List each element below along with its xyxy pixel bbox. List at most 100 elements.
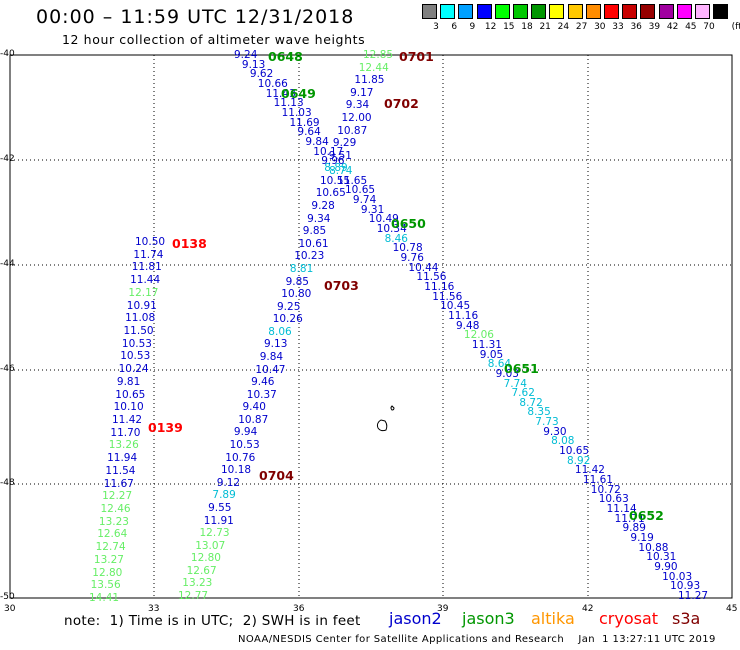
wave-height-value: 10.87 xyxy=(337,124,368,137)
wave-height-value: 9.13 xyxy=(241,58,266,71)
wave-height-value: 13.23 xyxy=(98,515,129,528)
satellite-legend-jason3: jason3 xyxy=(462,609,515,628)
scale-label: 12 xyxy=(484,22,497,32)
wave-height-value: 12.85 xyxy=(363,49,394,61)
wave-height-value: 10.10 xyxy=(113,401,144,414)
wave-height-value: 11.42 xyxy=(574,464,605,477)
wave-height-value: 10.53 xyxy=(120,350,151,363)
wave-height-value: 11.50 xyxy=(123,325,154,337)
wave-height-value: 12.27 xyxy=(102,490,133,503)
wave-height-value: 8.81 xyxy=(289,262,314,275)
scale-swatch xyxy=(440,4,456,19)
wave-height-value: 12.44 xyxy=(358,61,389,74)
wave-height-value: 10.45 xyxy=(440,300,471,313)
wave-height-value: 9.19 xyxy=(630,532,654,544)
wave-height-value: 9.89 xyxy=(622,522,646,535)
wave-height-value: 10.72 xyxy=(590,483,621,496)
orbit-label: 0648 xyxy=(268,49,303,64)
scale-label: 24 xyxy=(557,22,570,32)
lat-lon-grid xyxy=(10,55,732,598)
scale-label: 45 xyxy=(685,22,697,32)
lon-tick-label: 39 xyxy=(437,604,449,614)
lat-tick-label: -48 xyxy=(0,478,15,488)
wave-height-value: 11.56 xyxy=(432,290,463,303)
wave-height-value: 12.46 xyxy=(100,503,131,515)
wave-height-value: 11.54 xyxy=(105,464,136,477)
wave-height-value: 12.00 xyxy=(341,111,372,124)
chart-subtitle: 12 hour collection of altimeter wave hei… xyxy=(62,32,366,47)
wave-height-value: 11.67 xyxy=(103,477,134,490)
scale-swatch xyxy=(695,4,710,19)
lat-tick-label: -50 xyxy=(0,592,15,602)
wave-height-value: 9.34 xyxy=(307,212,331,225)
orbit-label: 0649 xyxy=(281,86,316,101)
orbit-label: 0701 xyxy=(399,49,434,64)
wave-height-value: 10.31 xyxy=(646,551,677,564)
wave-height-value: 7.73 xyxy=(535,416,559,429)
lat-tick-label: -46 xyxy=(0,364,15,374)
wave-height-value: 9.74 xyxy=(352,193,377,206)
wave-height-value: 8.89 xyxy=(324,162,348,175)
wave-height-value: 10.65 xyxy=(115,388,146,401)
wave-height-value: 9.46 xyxy=(251,376,275,389)
wave-height-value: 11.85 xyxy=(354,74,385,87)
scale-swatch xyxy=(622,4,638,19)
wave-height-value: 9.03 xyxy=(495,367,519,380)
wave-height-value: 10.23 xyxy=(294,250,325,263)
wave-height-value: 9.51 xyxy=(328,149,352,162)
wave-height-value: 9.55 xyxy=(208,501,232,514)
wave-height-value: 9.62 xyxy=(249,68,274,81)
scale-label: 21 xyxy=(539,22,551,32)
satellite-legend-jason2: jason2 xyxy=(389,609,442,628)
wave-height-value: 12.17 xyxy=(128,286,159,299)
scale-swatch xyxy=(676,4,692,19)
wave-height-value: 9.96 xyxy=(321,155,345,168)
wave-height-value: 10.61 xyxy=(298,237,329,250)
scale-swatch xyxy=(640,4,656,19)
wave-height-value: 10.44 xyxy=(408,261,439,274)
wave-height-value: 9.24 xyxy=(234,49,258,61)
wave-height-value: 10.18 xyxy=(221,464,252,477)
wave-height-value: 10.49 xyxy=(368,213,399,226)
wave-height-value: 13.27 xyxy=(93,553,124,566)
wave-height-value: 10.34 xyxy=(376,222,407,235)
map-frame xyxy=(9,54,733,599)
wave-height-value: 9.94 xyxy=(233,426,258,439)
lon-tick-label: 42 xyxy=(582,604,594,614)
lat-tick-label: -42 xyxy=(0,154,15,164)
wave-height-value: 11.91 xyxy=(203,514,234,527)
wave-height-value: 11.27 xyxy=(678,590,709,602)
wave-height-value: 11.81 xyxy=(131,261,162,274)
wave-height-value: 9.40 xyxy=(242,401,266,414)
wave-height-value: 11.70 xyxy=(110,426,141,439)
wave-height-value: 9.28 xyxy=(311,200,335,212)
wave-height-value: 11.44 xyxy=(130,274,161,287)
wave-height-value: 11.08 xyxy=(125,312,156,325)
scale-label: 3 xyxy=(433,22,439,32)
wave-height-value: 8.46 xyxy=(384,232,408,245)
scale-label: 70 xyxy=(703,22,715,32)
wave-height-value: 11.74 xyxy=(133,248,164,261)
wave-height-value: 10.65 xyxy=(315,187,346,200)
wave-height-value: 10.03 xyxy=(662,570,693,583)
wave-height-value: 9.29 xyxy=(332,137,357,150)
scale-swatch xyxy=(549,4,565,19)
orbit-label: 0650 xyxy=(391,216,426,231)
wave-height-value: 11.61 xyxy=(582,474,613,487)
scale-swatch xyxy=(494,4,510,19)
islet-outline xyxy=(390,405,395,411)
scale-swatch xyxy=(476,4,492,19)
scale-label: 42 xyxy=(666,22,679,32)
scale-swatch xyxy=(531,4,547,19)
satellite-legend-s3a: s3a xyxy=(672,609,701,628)
satellite-legend-altika: altika xyxy=(531,609,575,628)
wave-height-value: 8.08 xyxy=(551,435,575,448)
orbit-label: 0138 xyxy=(172,236,207,251)
lon-tick-label: 45 xyxy=(726,604,738,614)
lat-tick-label: -40 xyxy=(0,49,15,59)
wave-height-value: 11.42 xyxy=(112,414,143,426)
orbit-label: 0702 xyxy=(384,96,419,111)
scale-swatch xyxy=(604,4,619,19)
wave-height-value: 13.07 xyxy=(195,539,226,552)
